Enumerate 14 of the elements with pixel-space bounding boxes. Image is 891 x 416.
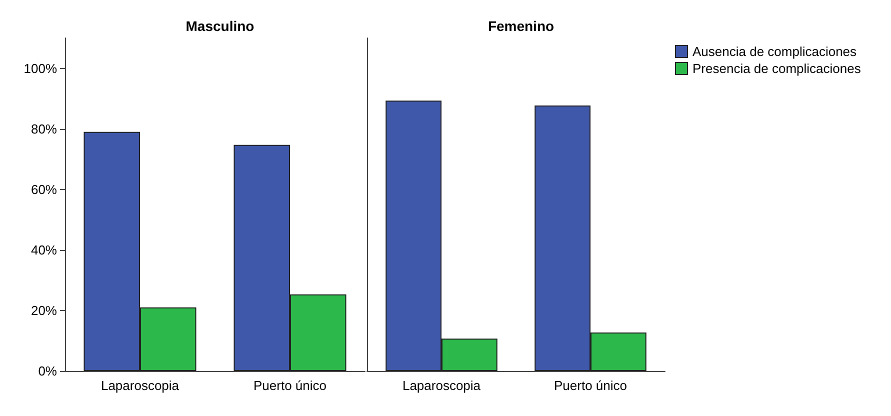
y-tick-label: 20% <box>30 302 58 318</box>
x-tick-label: Laparoscopia <box>402 378 482 393</box>
x-tick-label: Laparoscopia <box>100 378 180 393</box>
y-tick-label: 100% <box>24 60 58 76</box>
y-tick-label: 40% <box>30 242 58 258</box>
legend-label: Ausencia de complicaciones <box>692 44 858 59</box>
y-tick-label: 0% <box>38 364 58 378</box>
x-tick-label: Puerto único <box>254 378 326 393</box>
x-tick-label: Puerto único <box>554 378 627 393</box>
y-tick-label: 80% <box>30 121 58 136</box>
chart-title: Femenino <box>488 18 554 34</box>
legend-label: Presencia de complicaciones <box>692 61 862 76</box>
y-tick-label: 60% <box>30 182 58 197</box>
chart-title: Masculino <box>186 18 254 34</box>
